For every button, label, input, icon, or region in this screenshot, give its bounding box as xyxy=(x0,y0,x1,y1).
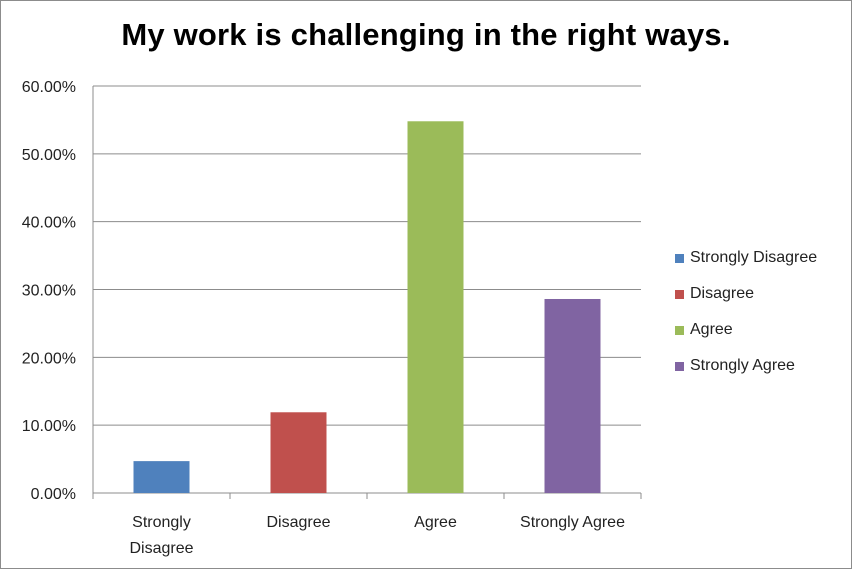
y-tick-label: 30.00% xyxy=(22,283,76,300)
x-tick-label: Strongly Agree xyxy=(520,514,625,531)
x-tick-label: Agree xyxy=(414,514,457,531)
y-tick-label: 20.00% xyxy=(22,350,76,367)
legend-label: Strongly Agree xyxy=(690,357,795,374)
x-tick-label: Disagree xyxy=(266,514,330,531)
y-tick-label: 40.00% xyxy=(22,215,76,232)
legend-item: Disagree xyxy=(675,285,817,321)
legend-label: Agree xyxy=(690,321,733,338)
x-tick-label: Strongly xyxy=(132,514,191,531)
legend-item: Agree xyxy=(675,321,817,357)
bar xyxy=(544,298,601,493)
y-tick-label: 0.00% xyxy=(31,486,76,503)
y-tick-label: 60.00% xyxy=(22,79,76,96)
legend-label: Strongly Disagree xyxy=(690,249,818,266)
bar xyxy=(270,412,327,493)
legend-item: Strongly Disagree xyxy=(675,249,817,285)
bar xyxy=(407,121,464,494)
y-tick-label: 50.00% xyxy=(22,147,76,164)
chart-legend: Strongly Disagree Disagree Agree Strongly A… xyxy=(675,249,817,393)
legend-swatch xyxy=(675,254,684,263)
legend-swatch xyxy=(675,290,684,299)
chart-title: My work is challenging in the right ways… xyxy=(121,17,731,52)
legend-item: Strongly Agree xyxy=(675,357,817,393)
y-tick-label: 10.00% xyxy=(22,418,76,435)
legend-swatch xyxy=(675,362,684,371)
legend-label: Disagree xyxy=(690,285,755,302)
bar xyxy=(133,461,190,493)
x-tick-label: Disagree xyxy=(129,540,193,557)
legend-swatch xyxy=(675,326,684,335)
